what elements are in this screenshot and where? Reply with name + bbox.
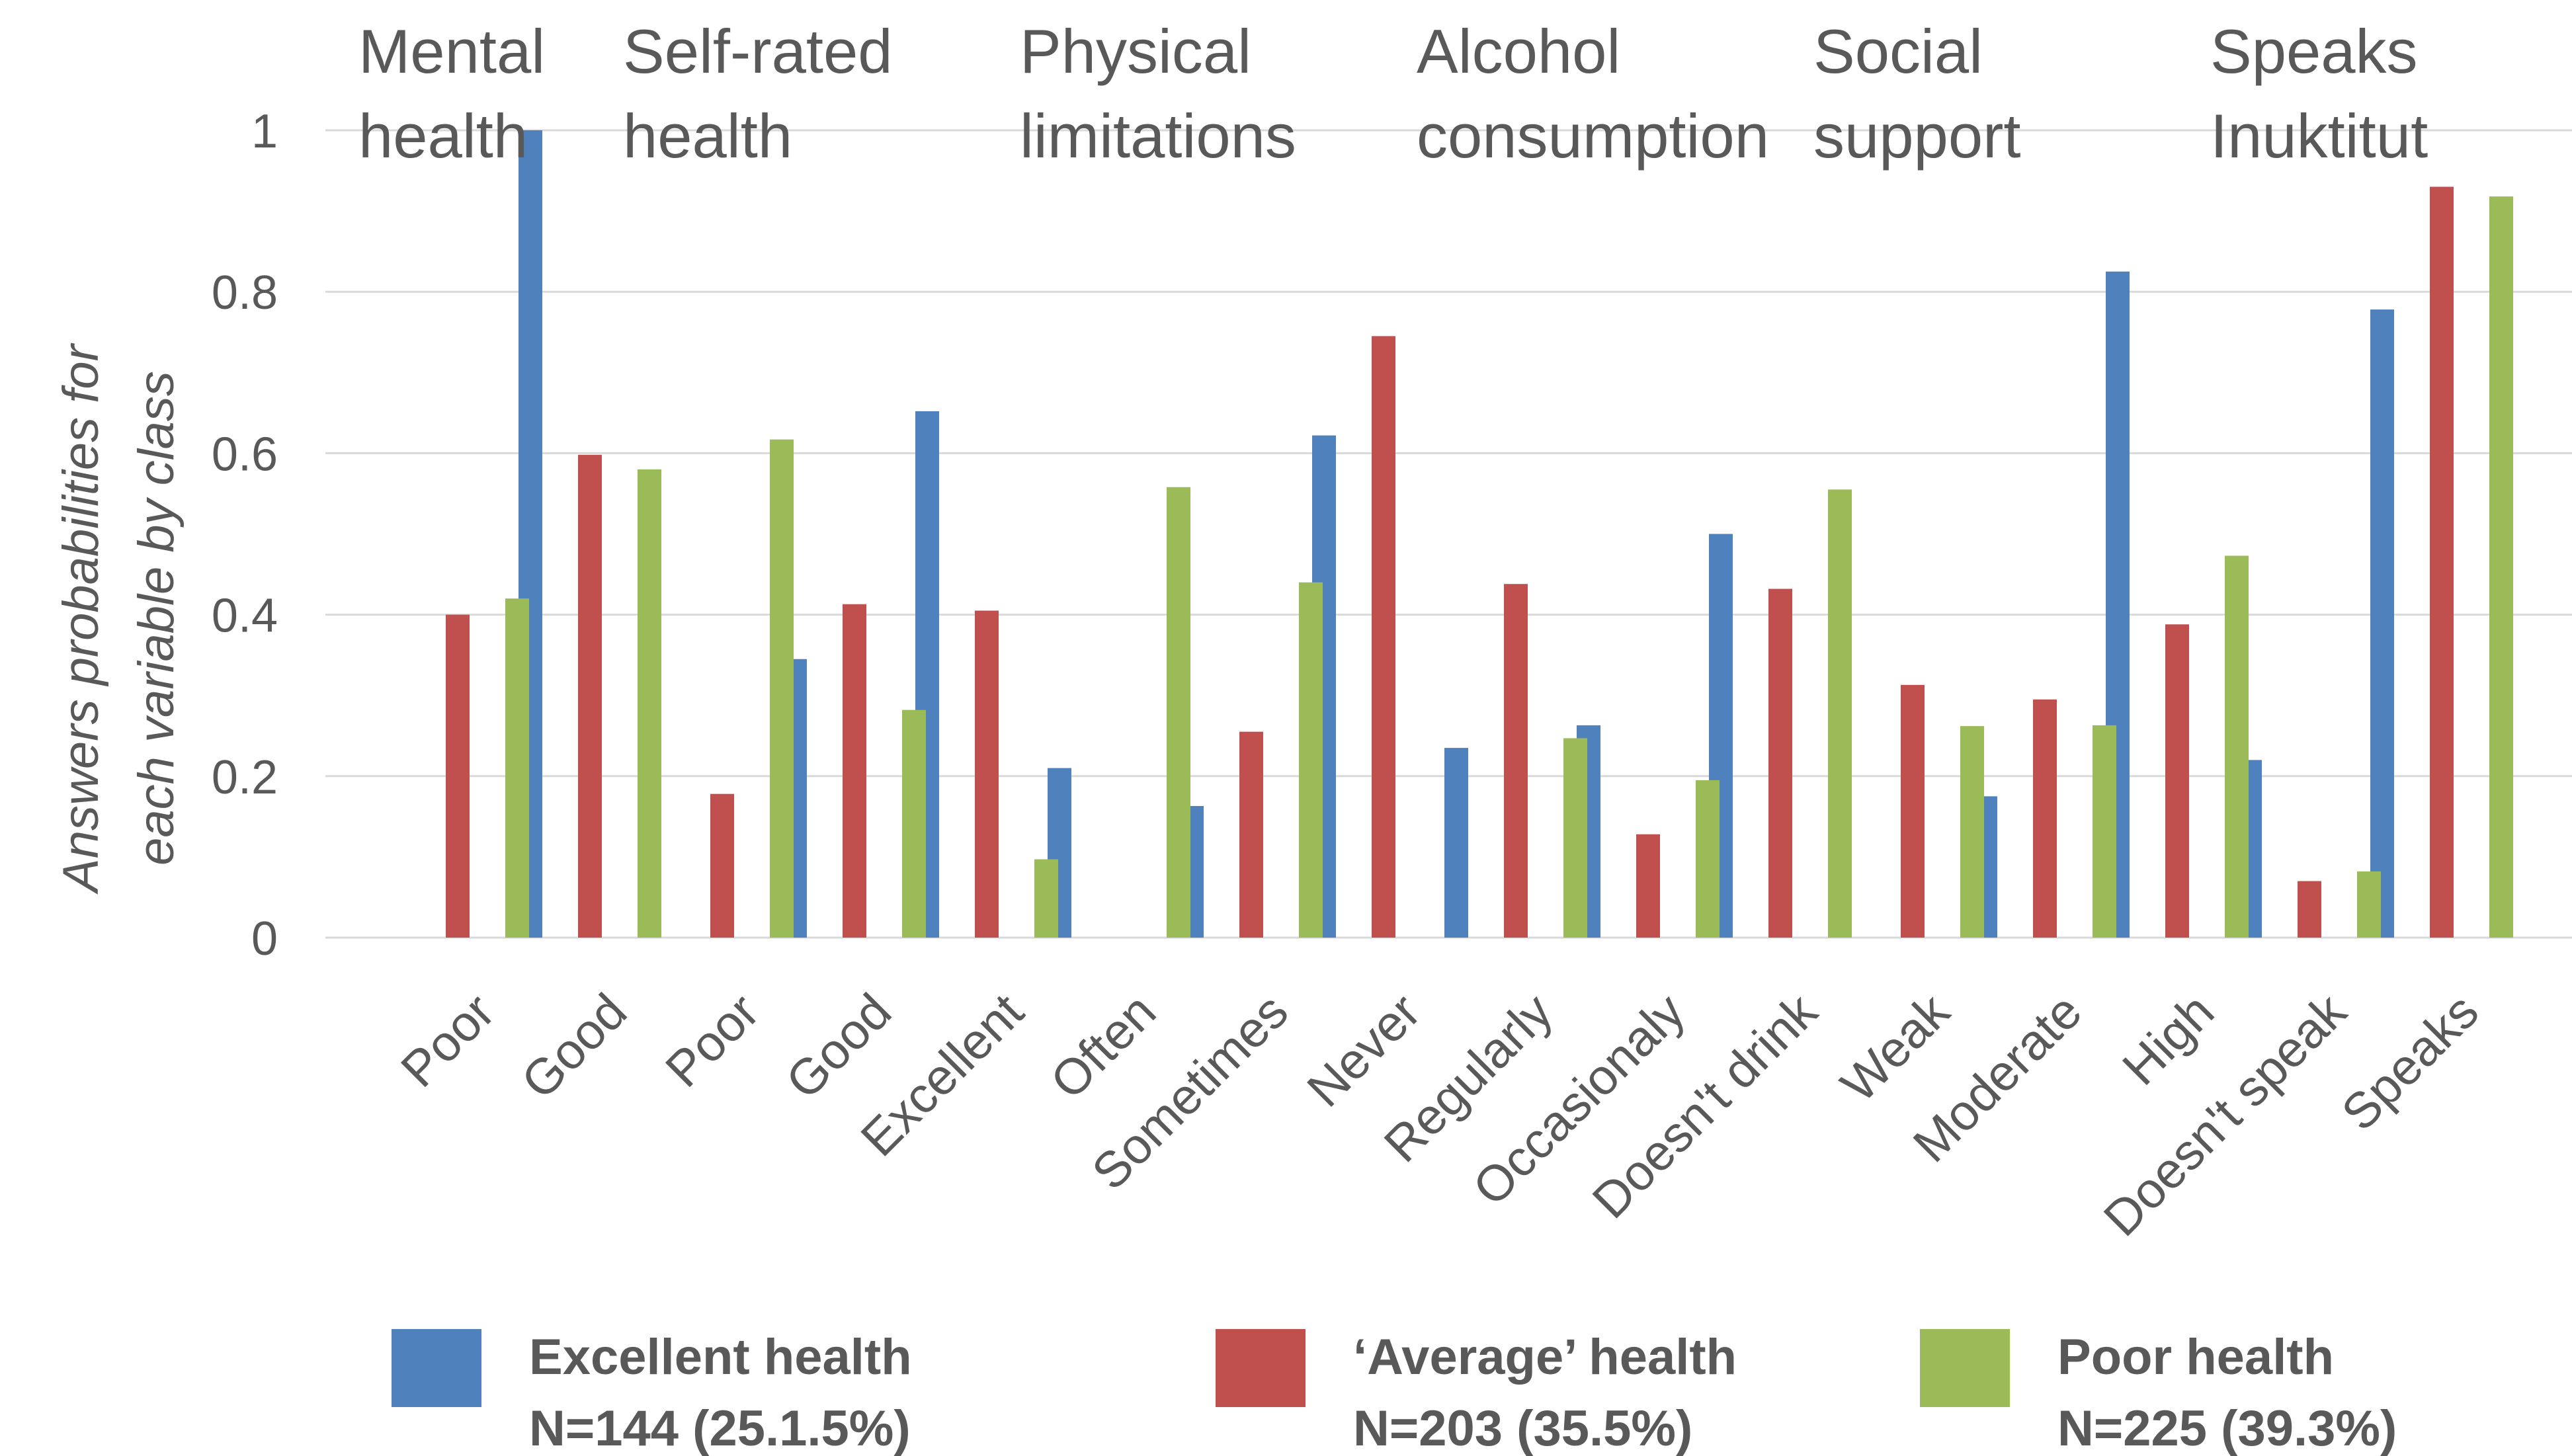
bar: [1696, 780, 1720, 938]
series-bars: [505, 196, 2513, 938]
bar: [1636, 834, 1660, 938]
group-label: consumption: [1417, 101, 1769, 171]
legend-swatch: [1216, 1329, 1306, 1407]
x-tick-label: Good: [775, 983, 902, 1110]
x-tick-label: Weak: [1831, 983, 1961, 1113]
gridlines: [325, 129, 2572, 939]
bar: [843, 604, 866, 938]
bar: [638, 469, 661, 938]
bar: [1960, 726, 1984, 938]
y-axis-title-line-1: Answers probabilities for: [53, 343, 109, 895]
bar: [1901, 684, 1925, 938]
bar: [1034, 859, 1058, 938]
y-tick-label: 0.4: [212, 590, 278, 643]
x-tick-label: Doesn't speak: [2093, 983, 2358, 1247]
bar: [2225, 555, 2249, 938]
y-tick-label: 0.8: [212, 266, 278, 319]
y-axis-title: Answers probabilities for each variable …: [53, 343, 185, 895]
legend-subtitle: N=225 (39.3%): [2057, 1400, 2397, 1456]
group-label: Alcohol: [1417, 17, 1620, 86]
group-label: health: [358, 101, 528, 171]
bar: [2093, 725, 2116, 938]
legend: Excellent health N=144 (25.1.5%) ‘Average’…: [392, 1329, 2397, 1456]
legend-swatch: [392, 1329, 481, 1407]
bar: [770, 439, 794, 938]
bar: [1768, 588, 1792, 938]
bar: [1167, 487, 1190, 938]
x-tick-label: Poor: [390, 983, 505, 1098]
bar: [1444, 748, 1468, 938]
x-tick-label: Speaks: [2331, 983, 2489, 1141]
y-tick-label: 0: [251, 912, 278, 965]
group-label: Physical: [1020, 17, 1251, 86]
bar: [2357, 871, 2381, 938]
bar: [446, 614, 470, 938]
legend-subtitle: N=203 (35.5%): [1353, 1400, 1692, 1456]
bar: [2370, 309, 2394, 938]
bar: [578, 454, 602, 938]
bar: [710, 793, 734, 938]
x-tick-label: High: [2112, 983, 2225, 1096]
group-label: Social: [1813, 17, 1983, 86]
bar: [1504, 584, 1528, 938]
legend-item: Excellent health N=144 (25.1.5%): [392, 1329, 912, 1456]
bar: [2165, 624, 2189, 938]
group-label: health: [623, 101, 792, 171]
bar: [2033, 699, 2057, 938]
y-tick-label: 0.2: [212, 751, 278, 804]
series-bars: [446, 186, 2454, 938]
bar: [902, 709, 926, 938]
legend-label: Poor health: [2057, 1329, 2334, 1385]
y-axis-title-line-2: each variable by class: [128, 371, 185, 866]
bar: [1563, 738, 1587, 938]
legend-item: Poor health N=225 (39.3%): [1920, 1329, 2397, 1456]
group-label: Self-rated: [623, 17, 893, 86]
group-label: limitations: [1020, 101, 1296, 171]
bar: [2430, 186, 2454, 938]
y-tick-label: 1: [251, 105, 278, 158]
y-tick-label: 0.6: [212, 428, 278, 481]
bars: [446, 130, 2513, 938]
legend-item: ‘Average’ health N=203 (35.5%): [1216, 1329, 1737, 1456]
x-tick-label: Poor: [655, 983, 770, 1098]
legend-label: Excellent health: [529, 1329, 912, 1385]
bar: [505, 598, 529, 938]
bar: [975, 610, 999, 938]
legend-subtitle: N=144 (25.1.5%): [529, 1400, 911, 1456]
bar: [1239, 731, 1263, 938]
group-label: Inuktitut: [2210, 101, 2428, 171]
x-tick-label: Often: [1040, 983, 1167, 1110]
group-label: support: [1813, 101, 2021, 171]
bar: [1299, 582, 1323, 938]
bar: [1372, 336, 1395, 938]
group-labels: Mental health Self-rated health Physical limi…: [358, 17, 2428, 171]
group-label: Mental: [358, 17, 545, 86]
bar: [2489, 196, 2513, 938]
group-label: Speaks: [2210, 17, 2418, 86]
bar: [2298, 881, 2321, 938]
bar: [1828, 489, 1852, 938]
y-axis-ticks: 0 0.2 0.4 0.6 0.8 1: [212, 105, 278, 965]
x-tick-label: Good: [511, 983, 638, 1110]
legend-label: ‘Average’ health: [1353, 1329, 1737, 1385]
legend-swatch: [1920, 1329, 2010, 1407]
